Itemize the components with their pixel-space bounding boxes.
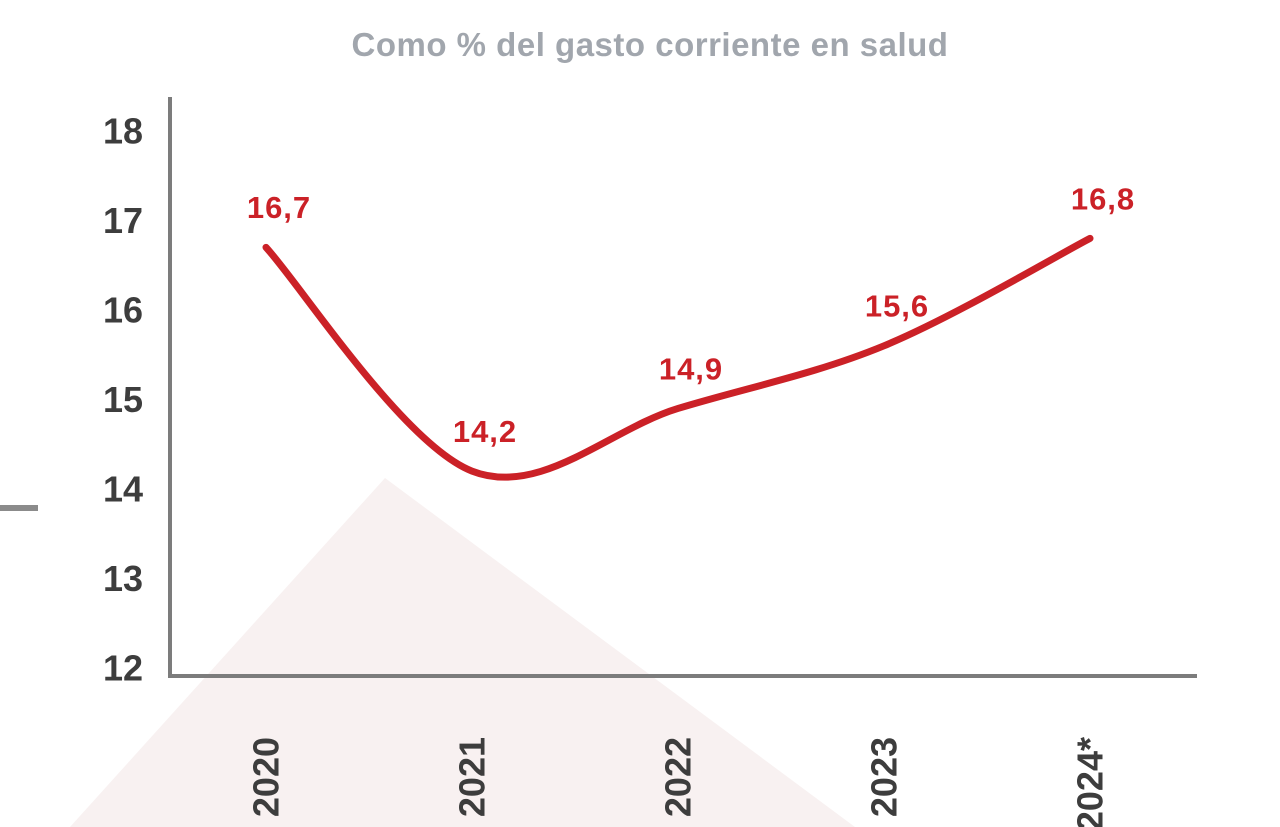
x-tick-label: 2020: [246, 737, 287, 817]
y-tick-label: 16: [103, 290, 143, 331]
x-tick-label: 2022: [658, 737, 699, 817]
data-point-label: 16,8: [1071, 181, 1135, 216]
y-tick-label: 14: [103, 469, 143, 510]
x-tick-label: 2021: [452, 737, 493, 817]
y-tick-label: 15: [103, 379, 143, 420]
y-tick-label: 17: [103, 200, 143, 241]
y-axis-line: [168, 97, 172, 678]
x-axis-line: [168, 674, 1197, 678]
data-point-label: 14,9: [659, 351, 723, 386]
data-point-label: 15,6: [865, 289, 929, 324]
x-tick-label: 2023: [864, 737, 905, 817]
y-tick-label: 12: [103, 648, 143, 689]
watermark-triangle: [70, 478, 855, 827]
data-point-label: 14,2: [453, 414, 517, 449]
chart-title: Como % del gasto corriente en salud: [351, 26, 949, 63]
x-tick-label: 2024*: [1070, 737, 1111, 827]
y-tick-label: 13: [103, 558, 143, 599]
left-margin-dash: [0, 505, 38, 511]
data-point-label: 16,7: [247, 190, 311, 225]
y-tick-label: 18: [103, 111, 143, 152]
series-line: [262, 234, 1094, 481]
